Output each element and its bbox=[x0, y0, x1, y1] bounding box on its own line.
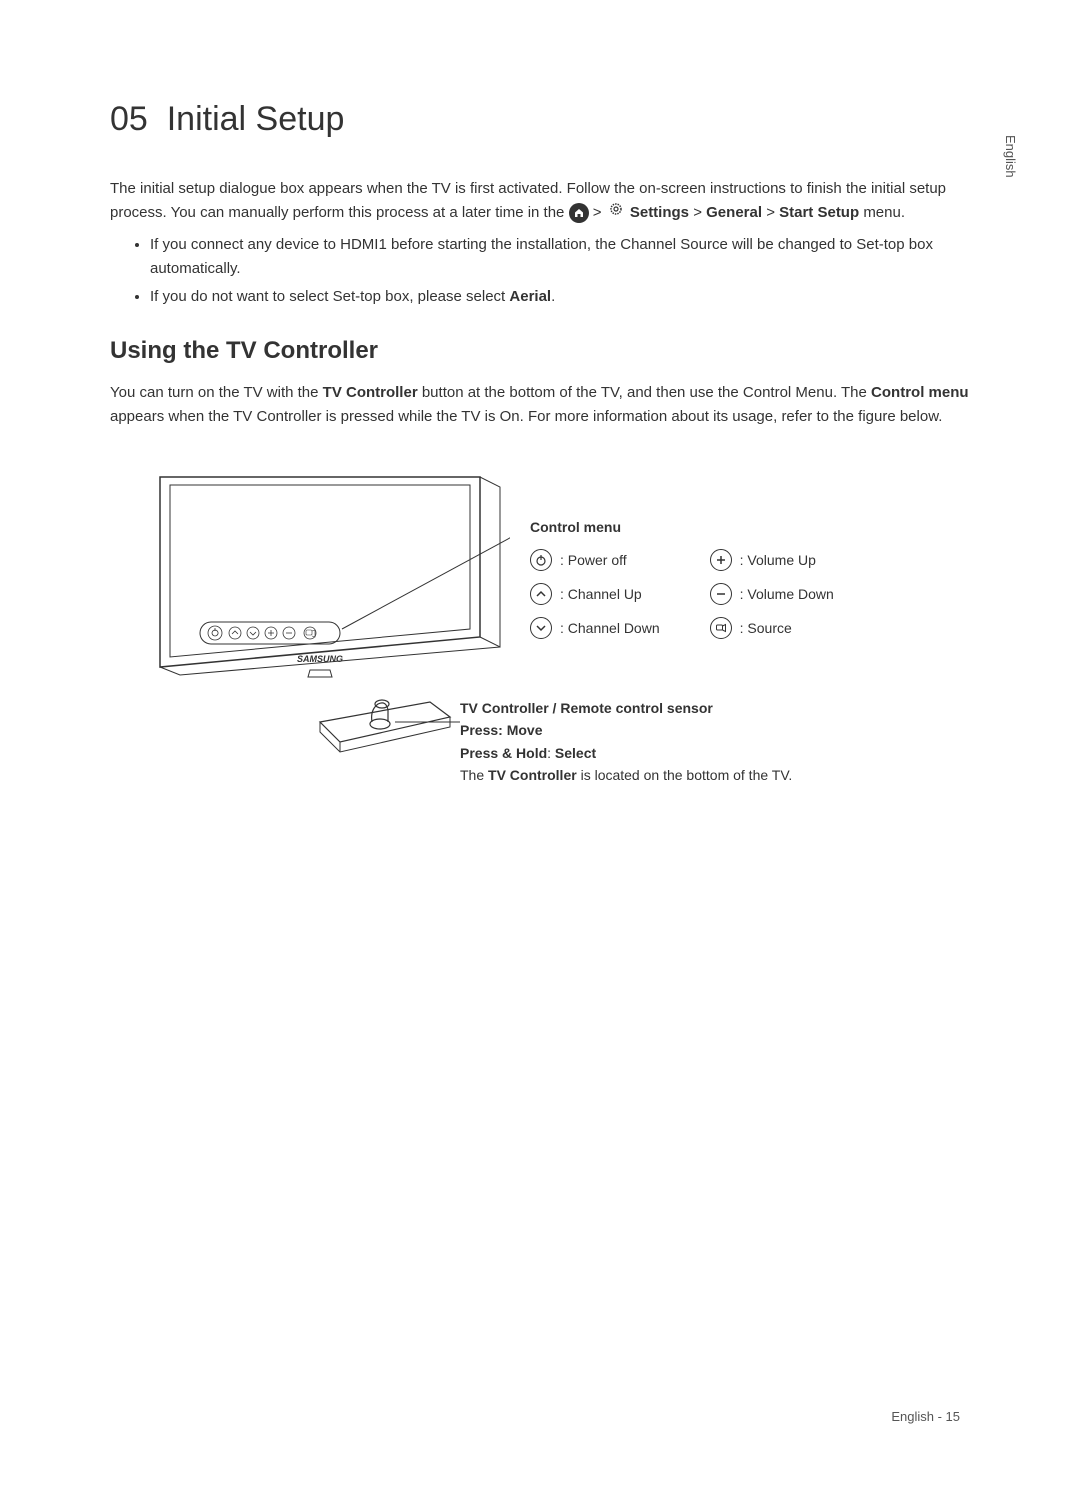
plus-icon bbox=[710, 549, 732, 571]
section-text-prefix: You can turn on the TV with the bbox=[110, 384, 323, 401]
intro-paragraph: The initial setup dialogue box appears w… bbox=[110, 177, 970, 225]
chapter-heading: 05 Initial Setup bbox=[110, 100, 970, 139]
power-icon bbox=[530, 549, 552, 571]
press-move-line: Press: Move bbox=[460, 719, 792, 741]
bullet-item: If you do not want to select Set-top box… bbox=[150, 285, 970, 309]
minus-icon bbox=[710, 583, 732, 605]
press-hold-line: Press & Hold: Select bbox=[460, 742, 792, 764]
section-paragraph: You can turn on the TV with the TV Contr… bbox=[110, 381, 970, 429]
source-icon bbox=[710, 617, 732, 639]
page-footer: English - 15 bbox=[891, 1409, 960, 1424]
tv-diagram: SAMSUNG bbox=[130, 457, 510, 712]
section-heading: Using the TV Controller bbox=[110, 337, 970, 365]
svg-text:SAMSUNG: SAMSUNG bbox=[297, 654, 343, 664]
bullet-list: If you connect any device to HDMI1 befor… bbox=[110, 233, 970, 309]
press-value: Move bbox=[507, 722, 543, 738]
start-setup-label: Start Setup bbox=[779, 204, 859, 221]
diagram-area: SAMSUNG Control menu : Power off bbox=[110, 457, 970, 817]
control-menu-col-left: : Power off : Channel Up : Channel Down bbox=[530, 549, 660, 639]
press-hold-value: Select bbox=[555, 745, 596, 761]
control-item-volume-up: : Volume Up bbox=[710, 549, 834, 571]
control-item-source: : Source bbox=[710, 617, 834, 639]
controller-detail-diagram bbox=[310, 692, 470, 787]
control-item-volume-down: : Volume Down bbox=[710, 583, 834, 605]
general-label: General bbox=[706, 204, 762, 221]
channel-up-label: : Channel Up bbox=[560, 586, 642, 602]
volume-up-label: : Volume Up bbox=[740, 552, 816, 568]
controller-location-line: The TV Controller is located on the bott… bbox=[460, 764, 792, 786]
bullet-suffix: . bbox=[551, 288, 555, 305]
controller-info-title: TV Controller / Remote control sensor bbox=[460, 697, 792, 719]
breadcrumb-separator: > bbox=[766, 204, 779, 221]
control-menu-block: Control menu : Power off : Channel Up bbox=[530, 519, 834, 639]
tv-controller-bold: TV Controller bbox=[323, 384, 418, 401]
control-item-power: : Power off bbox=[530, 549, 660, 571]
power-off-label: : Power off bbox=[560, 552, 627, 568]
language-side-label: English bbox=[1003, 135, 1018, 178]
section-text-mid: button at the bottom of the TV, and then… bbox=[418, 384, 871, 401]
breadcrumb-separator: > bbox=[693, 204, 706, 221]
chapter-number: 05 bbox=[110, 100, 148, 138]
settings-label: Settings bbox=[630, 204, 689, 221]
volume-down-label: : Volume Down bbox=[740, 586, 834, 602]
bullet-prefix: If you do not want to select Set-top box… bbox=[150, 288, 509, 305]
menu-suffix: menu. bbox=[863, 204, 905, 221]
section-text-suffix: appears when the TV Controller is presse… bbox=[110, 408, 942, 425]
source-label: : Source bbox=[740, 620, 792, 636]
control-menu-col-right: : Volume Up : Volume Down : Source bbox=[710, 549, 834, 639]
control-menu-columns: : Power off : Channel Up : Channel Down bbox=[530, 549, 834, 639]
location-prefix: The bbox=[460, 767, 488, 783]
chevron-up-icon bbox=[530, 583, 552, 605]
breadcrumb-separator: > bbox=[593, 204, 606, 221]
location-bold: TV Controller bbox=[488, 767, 577, 783]
chevron-down-icon bbox=[530, 617, 552, 639]
channel-down-label: : Channel Down bbox=[560, 620, 660, 636]
page-content: 05 Initial Setup The initial setup dialo… bbox=[0, 0, 1080, 877]
home-icon bbox=[569, 203, 589, 223]
control-item-channel-up: : Channel Up bbox=[530, 583, 660, 605]
press-hold-label: Press & Hold bbox=[460, 745, 547, 761]
controller-info-block: TV Controller / Remote control sensor Pr… bbox=[460, 697, 792, 787]
bullet-bold: Aerial bbox=[509, 288, 551, 305]
control-menu-title: Control menu bbox=[530, 519, 834, 535]
control-menu-bold: Control menu bbox=[871, 384, 969, 401]
bullet-text: If you connect any device to HDMI1 befor… bbox=[150, 236, 933, 277]
control-item-channel-down: : Channel Down bbox=[530, 617, 660, 639]
colon-sep: : bbox=[547, 745, 555, 761]
press-label: Press: bbox=[460, 722, 507, 738]
location-suffix: is located on the bottom of the TV. bbox=[577, 767, 793, 783]
bullet-item: If you connect any device to HDMI1 befor… bbox=[150, 233, 970, 281]
gear-icon bbox=[608, 201, 624, 225]
chapter-title: Initial Setup bbox=[167, 100, 345, 138]
